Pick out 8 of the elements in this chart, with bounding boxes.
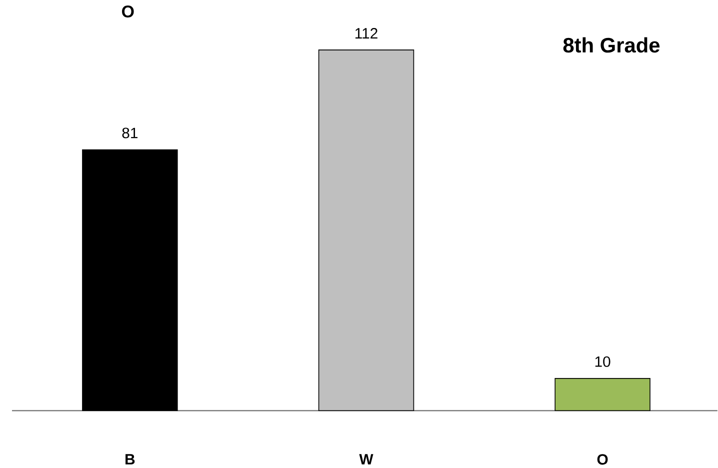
chart-title: 8th Grade [563, 37, 660, 53]
x-tick-label: W [359, 454, 374, 464]
data-label: 81 [122, 128, 138, 138]
data-label: 10 [595, 356, 610, 367]
x-tick-label: O [597, 454, 608, 465]
data-label: 112 [355, 28, 378, 38]
text: O [122, 6, 134, 18]
x-tick-label: B [126, 454, 135, 464]
